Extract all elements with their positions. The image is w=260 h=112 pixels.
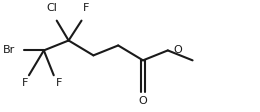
Text: O: O (139, 96, 147, 106)
Text: F: F (56, 78, 62, 88)
Text: F: F (83, 3, 90, 13)
Text: O: O (174, 45, 183, 55)
Text: Cl: Cl (46, 3, 57, 13)
Text: F: F (22, 78, 28, 88)
Text: Br: Br (3, 45, 15, 55)
